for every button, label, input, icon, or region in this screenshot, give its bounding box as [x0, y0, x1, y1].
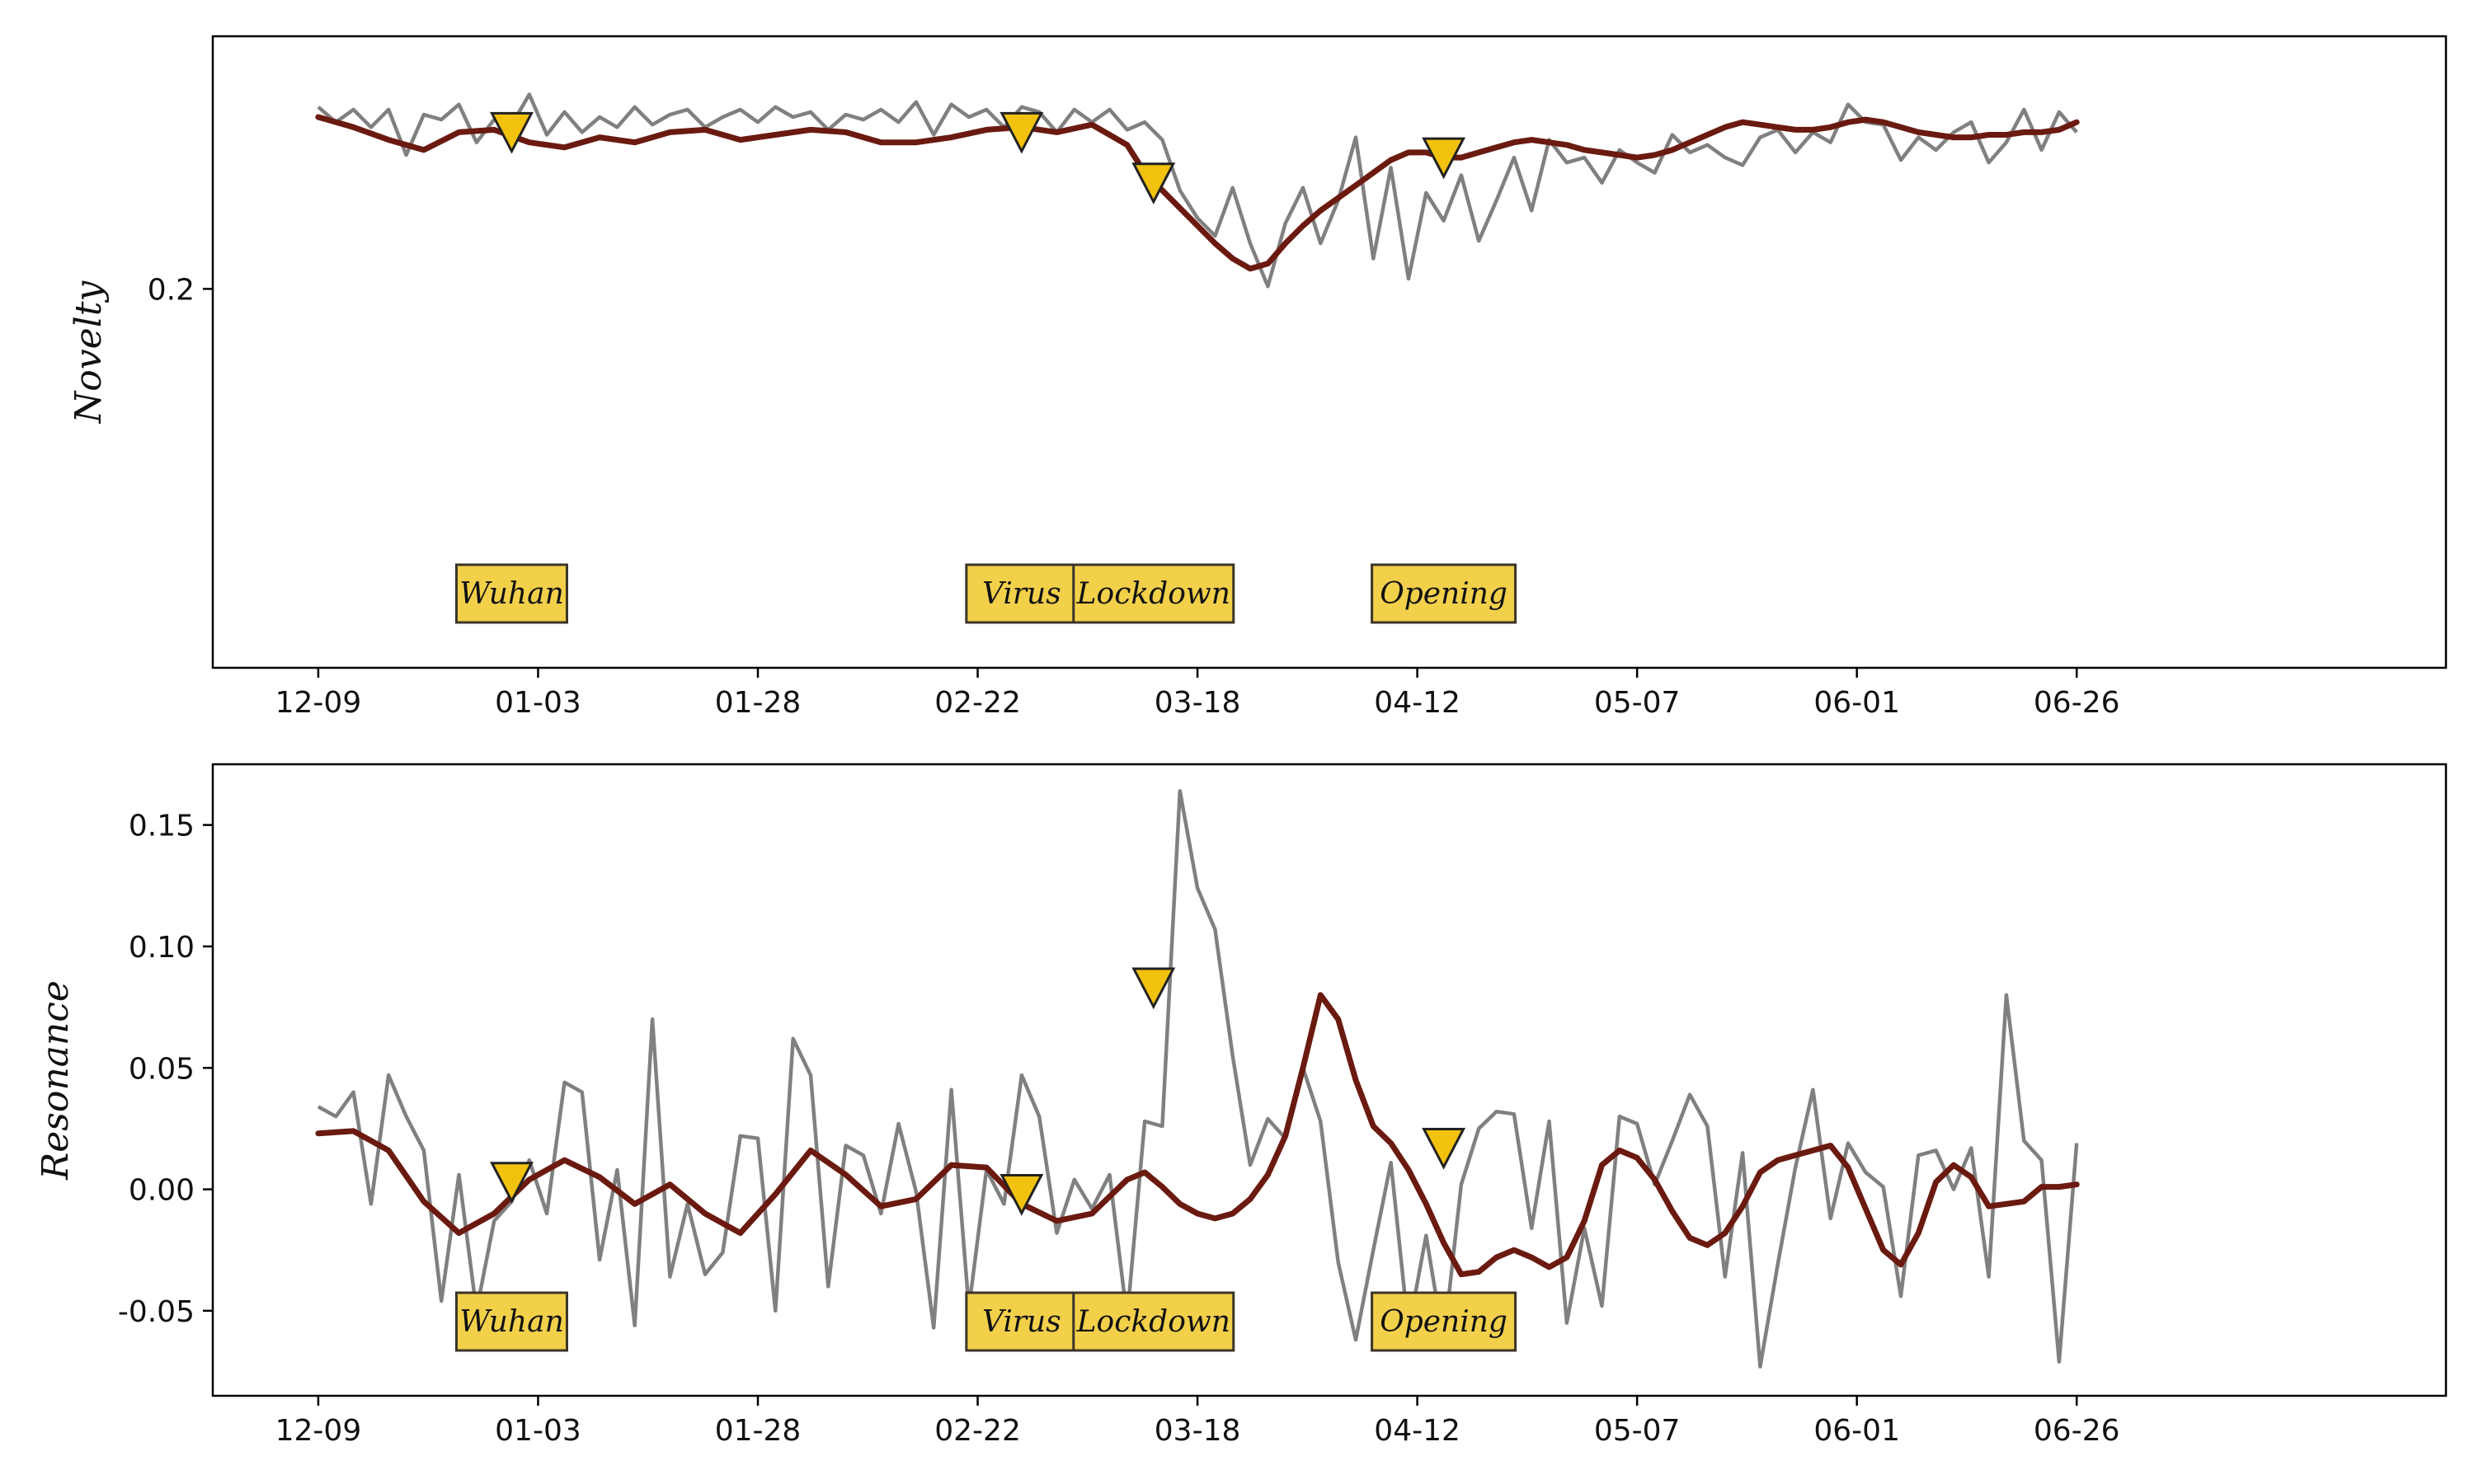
- annotation-label: Wuhan: [459, 1305, 564, 1339]
- annotation-box: [1072, 1291, 1235, 1352]
- x-tick-label: 12-09: [275, 686, 362, 720]
- event-annotation: Wuhan: [454, 563, 568, 624]
- smoothed-series-line: [315, 992, 2080, 1278]
- event-marker: [490, 1162, 534, 1204]
- x-tick-label: 05-07: [1594, 1414, 1681, 1448]
- y-tick-label: 0.05: [129, 1052, 195, 1086]
- x-tick-label: 01-03: [495, 686, 581, 720]
- event-marker: [1131, 162, 1176, 204]
- annotation-box: [1371, 1291, 1517, 1352]
- annotation-label: Wuhan: [459, 577, 564, 611]
- annotation-label: Opening: [1380, 577, 1507, 611]
- annotation-label: Virus: [982, 577, 1061, 611]
- x-tick-label: 02-22: [934, 686, 1021, 720]
- y-tick-label: 0.00: [129, 1174, 195, 1208]
- event-annotation: Opening: [1371, 563, 1517, 624]
- annotation-box: [1072, 563, 1235, 624]
- axes-frame: [211, 763, 2448, 1397]
- annotation-label: Virus: [982, 1305, 1061, 1339]
- y-axis-label: Resonance: [35, 980, 77, 1181]
- event-marker: [1131, 967, 1176, 1010]
- resonance-panel: 12-09 01-03 01-28 02-22 03-18 04-12 05-07 06-01…: [35, 763, 2448, 1448]
- y-tick-label: 0.10: [129, 931, 195, 965]
- x-tick-label: 06-01: [1813, 1414, 1900, 1448]
- x-tick-label: 03-18: [1155, 1414, 1241, 1448]
- raw-series-line: [317, 789, 2079, 1369]
- annotation-box: [454, 1291, 568, 1352]
- annotation-box: [1371, 563, 1517, 624]
- event-annotation: Lockdown: [1072, 1291, 1235, 1352]
- annotation-box: [965, 1291, 1079, 1352]
- y-tick-label: -0.05: [118, 1295, 195, 1329]
- raw-series-line: [317, 92, 2078, 289]
- x-tick-label: 01-28: [715, 686, 802, 720]
- event-marker: [999, 1173, 1044, 1216]
- x-tick-label: 06-26: [2034, 1414, 2120, 1448]
- annotation-label: Opening: [1380, 1305, 1507, 1339]
- x-tick-label: 03-18: [1155, 686, 1241, 720]
- annotation-box: [965, 563, 1079, 624]
- x-tick-label: 12-09: [275, 1414, 362, 1448]
- x-tick-label: 04-12: [1374, 1414, 1460, 1448]
- event-annotation: Wuhan: [454, 1291, 568, 1352]
- x-tick-label: 01-28: [715, 1414, 802, 1448]
- event-annotation: Virus: [965, 563, 1079, 624]
- event-marker: [1422, 1127, 1466, 1170]
- event-annotation: Lockdown: [1072, 563, 1235, 624]
- event-annotation: Virus: [965, 1291, 1079, 1352]
- event-annotation: Opening: [1371, 1291, 1517, 1352]
- event-marker: [1422, 137, 1466, 180]
- axes-frame: [211, 35, 2448, 669]
- x-tick-label: 06-26: [2034, 686, 2120, 720]
- y-axis-label: Novelty: [68, 280, 110, 425]
- x-tick-label: 05-07: [1594, 686, 1681, 720]
- x-tick-label: 01-03: [495, 1414, 581, 1448]
- annotation-box: [454, 563, 568, 624]
- event-marker: [999, 111, 1044, 154]
- x-tick-label: 06-01: [1813, 686, 1900, 720]
- y-tick-label: 0.2: [148, 273, 195, 307]
- novelty-panel: 12-09 01-03 01-28 02-22 03-18 04-12 05-07 06-01…: [68, 35, 2448, 720]
- smoothed-series-line: [315, 114, 2080, 272]
- annotation-label: Lockdown: [1076, 1305, 1230, 1339]
- x-tick-label: 04-12: [1374, 686, 1460, 720]
- y-tick-label: 0.15: [129, 810, 195, 843]
- annotation-label: Lockdown: [1076, 577, 1230, 611]
- event-marker: [490, 111, 534, 154]
- x-tick-label: 02-22: [934, 1414, 1021, 1448]
